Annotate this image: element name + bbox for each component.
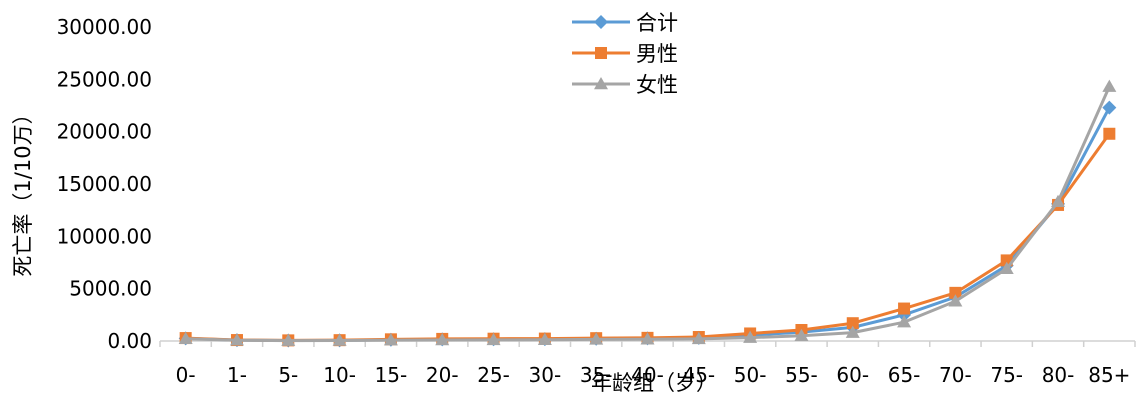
y-axis-ticks: 0.00 5000.00 10000.00 15000.00 20000.00 25000… [57, 15, 152, 353]
x-tick-label: 45- [682, 363, 715, 387]
data-point [948, 294, 963, 307]
x-tick-label: 25- [477, 363, 510, 387]
legend-label: 合计 [636, 11, 678, 35]
legend-label: 男性 [636, 42, 678, 66]
data-point [486, 332, 501, 346]
x-tick-label: 5- [278, 363, 298, 387]
data-point [332, 333, 347, 346]
y-axis-title: 死亡率（1/10万） [11, 103, 35, 276]
data-point [743, 330, 758, 343]
x-tick-label: 1- [227, 363, 247, 387]
x-tick-label: 30- [529, 363, 562, 387]
y-tick-label: 10000.00 [57, 224, 152, 248]
x-tick-label: 0- [176, 363, 196, 387]
data-point [999, 261, 1014, 275]
x-axis-ticks: 0- 1- 5- 10- 15- 20- 25- 30- 35- 40- 45- 50- 55- 60- 6… [159, 341, 1136, 387]
series-3 [178, 79, 1117, 346]
series-line [185, 106, 1111, 342]
y-tick-label: 5000.00 [69, 277, 152, 301]
data-point [640, 332, 655, 345]
x-tick-label: 35- [580, 363, 613, 387]
data-point [1102, 100, 1117, 115]
legend-item: 男性 [572, 42, 678, 66]
x-tick-label: 55- [785, 363, 818, 387]
x-tick-label: 85+ [1088, 363, 1130, 387]
data-point [229, 333, 244, 346]
legend-marker [594, 77, 608, 90]
series-layer [178, 79, 1117, 348]
data-point [281, 333, 296, 346]
data-point [846, 317, 859, 330]
legend-label: 女性 [636, 73, 678, 97]
data-point [1102, 79, 1117, 92]
y-tick-label: 0.00 [107, 329, 152, 353]
x-tick-label: 40- [631, 363, 664, 387]
legend-marker [595, 47, 607, 59]
x-tick-label: 65- [888, 363, 921, 387]
data-point [1103, 127, 1116, 140]
x-tick-label: 15- [375, 363, 408, 387]
legend-item: 女性 [572, 73, 678, 97]
series-1 [178, 100, 1117, 348]
legend-item: 合计 [572, 11, 678, 35]
series-2 [179, 127, 1116, 347]
data-point [845, 325, 860, 338]
x-tick-label: 50- [734, 363, 767, 387]
data-point [589, 332, 604, 345]
x-tick-label: 60- [836, 363, 869, 387]
data-point [898, 302, 911, 315]
data-point [1051, 194, 1066, 208]
series-line [185, 86, 1111, 343]
x-tick-label: 10- [323, 363, 356, 387]
legend-marker [594, 15, 608, 29]
y-tick-label: 30000.00 [57, 15, 152, 39]
data-point [383, 333, 398, 346]
y-tick-label: 15000.00 [57, 172, 152, 196]
y-axis-title-text: 死亡率（1/10万） [11, 103, 35, 276]
data-point [794, 328, 809, 342]
x-tick-label: 70- [939, 363, 972, 387]
data-point [691, 331, 706, 345]
x-tick-label: 75- [990, 363, 1023, 387]
y-tick-label: 25000.00 [57, 67, 152, 91]
x-tick-label: 20- [426, 363, 459, 387]
data-point [435, 332, 450, 346]
data-point [537, 332, 552, 345]
x-axis-title: 年龄组（岁） [591, 371, 717, 395]
data-point [949, 286, 962, 299]
series-line [185, 132, 1111, 342]
data-point [897, 315, 912, 328]
y-tick-label: 20000.00 [57, 120, 152, 144]
data-point [178, 331, 193, 344]
x-tick-label: 80- [1042, 363, 1075, 387]
